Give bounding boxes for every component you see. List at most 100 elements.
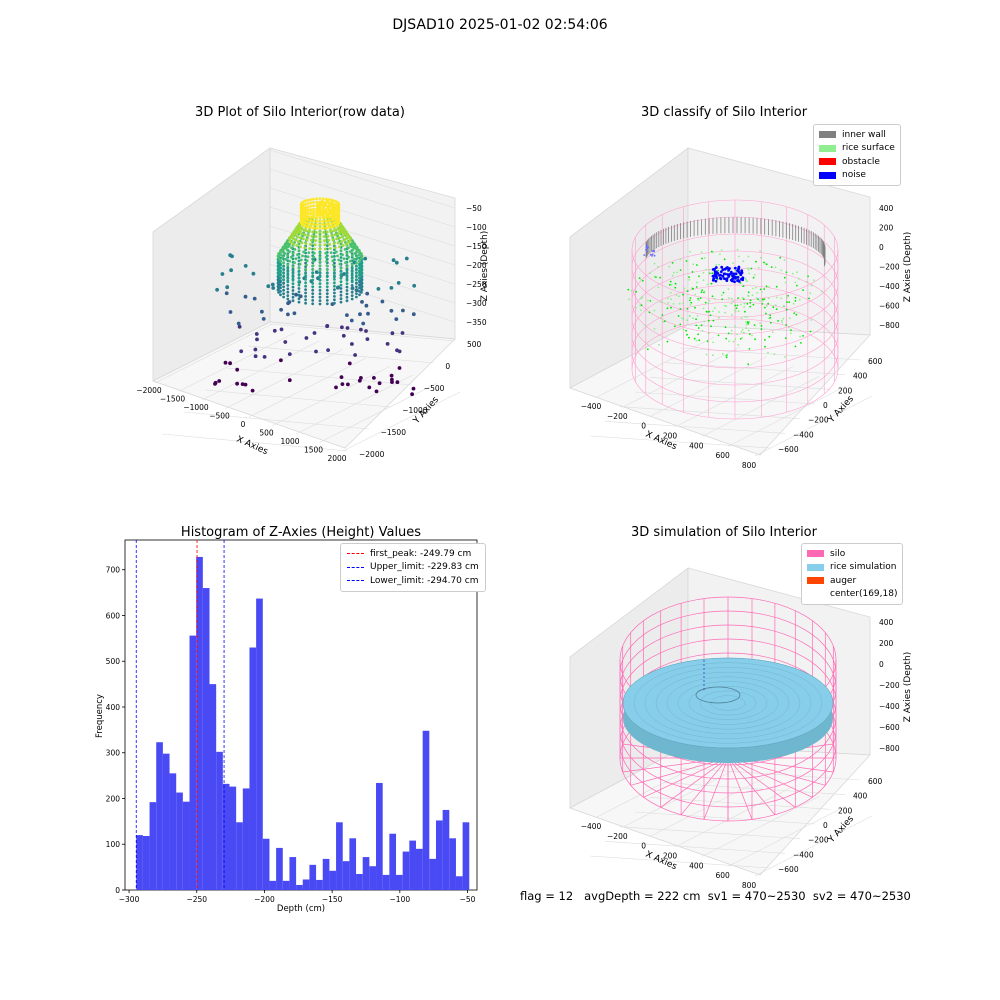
raw-point xyxy=(358,269,361,273)
x-tick-label: 500 xyxy=(259,429,274,438)
rice-surface-point xyxy=(672,271,675,274)
noise-point xyxy=(736,269,739,273)
raw-point xyxy=(339,242,343,246)
y-tick-label: 100 xyxy=(106,840,121,849)
raw-point xyxy=(279,286,282,290)
histogram-bar xyxy=(369,866,377,890)
rice-surface-point xyxy=(702,279,705,282)
raw-point xyxy=(318,216,322,220)
histogram-bar xyxy=(189,635,197,890)
rice-surface-point xyxy=(686,308,689,310)
rice-surface-point xyxy=(667,297,669,300)
rice-surface-point xyxy=(763,261,765,264)
raw-point xyxy=(318,197,322,201)
raw-point xyxy=(312,331,317,335)
y-tick-label: −400 xyxy=(793,430,814,439)
histogram-bar xyxy=(142,836,150,890)
raw-point xyxy=(325,247,329,251)
rice-surface-point xyxy=(784,337,787,339)
raw-point xyxy=(279,262,282,266)
x-tick-label: 600 xyxy=(716,451,731,460)
rice-surface-point xyxy=(706,283,709,286)
rice-surface-point xyxy=(689,299,691,302)
y-tick-label: 200 xyxy=(838,386,853,395)
raw-point xyxy=(355,288,358,292)
raw-point xyxy=(291,251,295,255)
rice-surface-point xyxy=(667,302,669,304)
raw-point xyxy=(353,252,357,255)
rice-surface-point xyxy=(676,271,678,274)
rice-surface-point xyxy=(635,290,637,293)
rice-surface-point xyxy=(737,310,740,313)
raw-point xyxy=(279,293,282,297)
raw-point xyxy=(341,244,345,247)
histogram-bar xyxy=(342,861,350,890)
raw-point xyxy=(229,268,234,273)
histogram-bar xyxy=(329,870,337,890)
z-tick-label: −600 xyxy=(879,302,900,311)
noise-point xyxy=(737,266,741,270)
raw-point xyxy=(291,275,295,279)
rice-surface-point xyxy=(755,286,757,289)
histogram-bar xyxy=(316,879,323,890)
histogram-bar xyxy=(276,847,283,890)
raw-point xyxy=(279,307,283,312)
raw-point xyxy=(308,247,311,250)
raw-point xyxy=(345,265,349,269)
rice-mesh-ring xyxy=(666,676,790,730)
rice-surface-point xyxy=(748,333,751,335)
raw-point xyxy=(350,284,354,287)
raw-point xyxy=(304,301,307,305)
histogram-title: Histogram of Z-Axies (Height) Values xyxy=(181,525,421,540)
noise-point xyxy=(728,267,731,270)
raw-point xyxy=(366,311,370,316)
silo-floor-rib xyxy=(727,757,776,816)
rice-surface-point xyxy=(734,309,736,311)
noise-point xyxy=(711,268,715,271)
rice-surface-point xyxy=(666,307,669,310)
raw-point xyxy=(319,210,323,214)
raw-point xyxy=(309,204,312,208)
noise-point xyxy=(723,267,727,271)
rice-surface-point xyxy=(708,310,711,313)
raw-point xyxy=(304,295,307,298)
raw-point xyxy=(311,275,315,278)
rice-surface-point xyxy=(655,276,657,279)
raw-point xyxy=(282,295,285,299)
rice-surface-point xyxy=(745,321,747,324)
raw-point xyxy=(306,205,310,209)
rice-surface-point xyxy=(744,277,747,280)
raw-point xyxy=(260,309,264,314)
raw-point xyxy=(339,283,343,287)
rice-surface-point xyxy=(808,297,810,300)
rice-surface-point xyxy=(746,316,749,318)
histogram-bar xyxy=(229,786,237,890)
raw-point xyxy=(330,200,334,205)
rice-surface-point xyxy=(742,260,745,263)
rice-surface-point xyxy=(794,281,797,284)
x-tick-label: −250 xyxy=(186,895,207,904)
raw-point xyxy=(333,281,336,285)
raw-point xyxy=(315,200,319,204)
rice-surface-point xyxy=(679,308,682,310)
rice-surface-point xyxy=(781,321,784,324)
rice-surface-point xyxy=(759,322,761,325)
raw-point xyxy=(325,230,329,234)
rice-surface-point xyxy=(802,289,804,291)
raw-point xyxy=(345,272,349,275)
rice-surface-point xyxy=(767,351,769,354)
raw-point xyxy=(306,234,310,238)
rice-surface-point xyxy=(644,324,646,327)
raw-point xyxy=(309,215,312,219)
rice-mesh-ring xyxy=(622,657,834,749)
rice-surface-point xyxy=(727,332,730,335)
raw-point xyxy=(311,247,315,251)
rice-surface-point xyxy=(712,310,714,313)
rice-surface-point xyxy=(677,315,680,317)
raw-point xyxy=(235,381,240,386)
rice-surface-point xyxy=(779,256,782,259)
raw-point xyxy=(355,257,358,261)
raw-point xyxy=(312,251,316,255)
raw-point xyxy=(350,297,354,301)
histogram-bar xyxy=(396,874,403,890)
